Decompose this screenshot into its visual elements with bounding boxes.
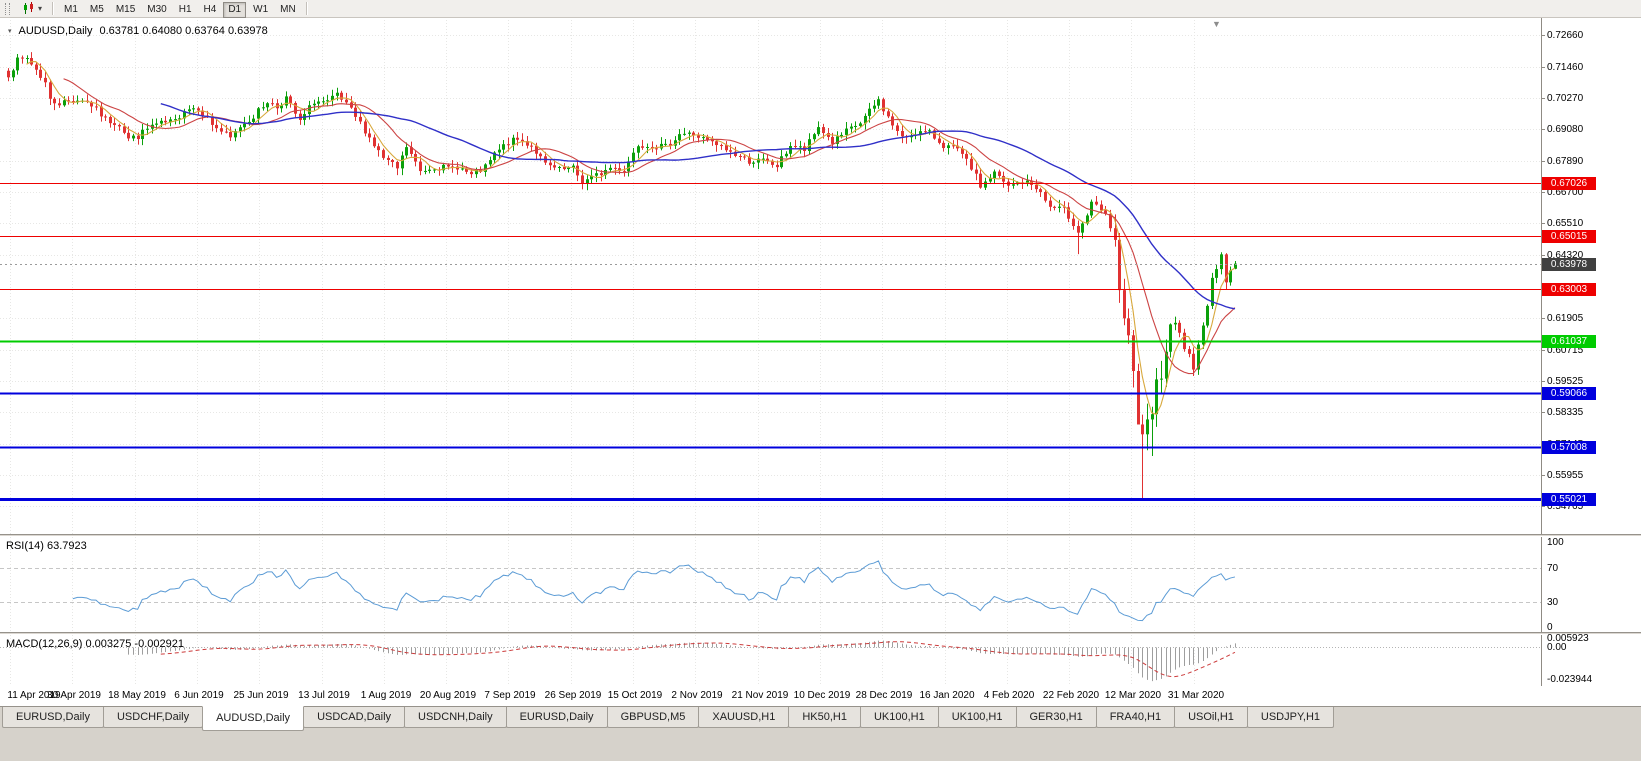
- chart-tab-uk100-h1[interactable]: UK100,H1: [937, 707, 1017, 728]
- level-tag-0.65015[interactable]: 0.65015: [1542, 230, 1596, 243]
- chart-tab-usdcad-daily[interactable]: USDCAD,Daily: [303, 707, 406, 728]
- time-axis-label: 13 Jul 2019: [298, 690, 350, 701]
- rsi-axis-label: 0: [1547, 622, 1553, 633]
- chart-tab-usdchf-daily[interactable]: USDCHF,Daily: [102, 707, 204, 728]
- time-axis-label: 16 Jan 2020: [919, 690, 975, 701]
- chart-tab-eurusd-daily[interactable]: EURUSD,Daily: [505, 707, 608, 728]
- level-tag-0.63003[interactable]: 0.63003: [1542, 283, 1596, 296]
- price-axis-label: 0.71460: [1547, 62, 1584, 73]
- timeframe-button-m15[interactable]: M15: [111, 2, 140, 18]
- timeframe-buttons: M1 M5 M15 M30 H1 H4 D1 W1 MN: [58, 0, 302, 18]
- time-axis-label: 31 Mar 2020: [1167, 690, 1225, 701]
- time-axis-label: 22 Feb 2020: [1042, 690, 1100, 701]
- timeframe-button-w1[interactable]: W1: [248, 2, 273, 18]
- time-axis-label: 28 Dec 2019: [855, 690, 913, 701]
- time-axis-label: 2 Nov 2019: [671, 690, 723, 701]
- collapse-arrow-icon[interactable]: ▾: [8, 28, 12, 35]
- chart-shift-marker[interactable]: ▼: [1212, 19, 1221, 29]
- chart-type-button[interactable]: ▾: [17, 1, 47, 17]
- price-axis-label: 0.54765: [1547, 501, 1584, 512]
- chart-tab-hk50-h1[interactable]: HK50,H1: [788, 707, 861, 728]
- time-axis-label: 26 Sep 2019: [544, 690, 602, 701]
- rsi-axis-label: 100: [1547, 537, 1564, 548]
- timeframe-button-m30[interactable]: M30: [142, 2, 171, 18]
- chart-ohlc-values: 0.63781 0.64080 0.63764 0.63978: [99, 25, 268, 37]
- price-axis-label: 0.69080: [1547, 124, 1584, 135]
- price-chart-canvas[interactable]: [0, 18, 1641, 706]
- chart-tab-bar: EURUSD,Daily USDCHF,Daily AUDUSD,Daily USDC…: [0, 706, 1641, 732]
- chart-tab-eurusd-daily[interactable]: EURUSD,Daily: [2, 707, 104, 728]
- chart-tab-usoil-h1[interactable]: USOil,H1: [1174, 707, 1248, 728]
- price-axis-label: 0.65510: [1547, 218, 1584, 229]
- chart-tab-usdcnh-daily[interactable]: USDCNH,Daily: [404, 707, 507, 728]
- chart-tab-fra40-h1[interactable]: FRA40,H1: [1095, 707, 1176, 728]
- time-axis-label: 18 May 2019: [108, 690, 166, 701]
- timeframe-button-d1[interactable]: D1: [223, 1, 247, 18]
- chart-tab-usdjpy-h1[interactable]: USDJPY,H1: [1246, 707, 1335, 728]
- time-axis-label: 11 Apr 2019: [7, 690, 61, 701]
- panel-divider-macd[interactable]: [0, 632, 1641, 635]
- timeframe-button-mn[interactable]: MN: [275, 2, 301, 18]
- time-axis-label: 10 Dec 2019: [793, 690, 851, 701]
- timeframe-toolbar: ▾ M1 M5 M15 M30 H1 H4 D1 W1 MN: [0, 0, 1641, 18]
- chevron-down-icon: ▾: [38, 4, 43, 13]
- price-axis-label: 0.70270: [1547, 93, 1584, 104]
- rsi-axis-label: 70: [1547, 563, 1559, 574]
- price-axis-label: 0.60715: [1547, 345, 1584, 356]
- price-axis-label: 0.58335: [1547, 407, 1584, 418]
- macd-axis-label: 0.005923: [1547, 633, 1589, 644]
- window-bottom-strip: [0, 732, 1641, 761]
- rsi-axis-label: 30: [1547, 597, 1559, 608]
- timeframe-button-m5[interactable]: M5: [85, 2, 109, 18]
- macd-axis-label: -0.023944: [1547, 674, 1593, 685]
- price-axis-label: 0.72660: [1547, 30, 1584, 41]
- chart-tab-uk100-h1[interactable]: UK100,H1: [859, 707, 939, 728]
- chart-tab-audusd-daily[interactable]: AUDUSD,Daily: [202, 706, 305, 731]
- price-axis-label: 0.59525: [1547, 376, 1584, 387]
- chart-symbol-label: AUDUSD,Daily: [18, 25, 93, 37]
- timeframe-button-m1[interactable]: M1: [59, 2, 83, 18]
- macd-indicator-label: MACD(12,26,9) 0.003275 -0.002921: [6, 638, 184, 650]
- toolbar-separator: [305, 2, 308, 15]
- level-tag-0.59066[interactable]: 0.59066: [1542, 387, 1596, 400]
- time-axis-label: 25 Jun 2019: [233, 690, 289, 701]
- toolbar-grip-icon[interactable]: [5, 2, 10, 15]
- time-axis-label: 6 Jun 2019: [174, 690, 224, 701]
- time-axis-label: 7 Sep 2019: [484, 690, 536, 701]
- panel-divider-rsi[interactable]: [0, 534, 1641, 537]
- candlestick-chart-icon: [22, 2, 36, 15]
- level-tag-0.67026[interactable]: 0.67026: [1542, 177, 1596, 190]
- chart-tabs: EURUSD,Daily USDCHF,Daily AUDUSD,Daily USDC…: [2, 706, 1335, 731]
- time-axis-label: 12 Mar 2020: [1104, 690, 1162, 701]
- time-axis-label: 4 Feb 2020: [983, 690, 1035, 701]
- time-axis[interactable]: 11 Apr 2019 30 Apr 2019 18 May 2019 6 Jun 2…: [0, 686, 1641, 706]
- chart-title: ▾ AUDUSD,Daily 0.63781 0.64080 0.63764 0…: [8, 25, 268, 37]
- current-price-tag: 0.63978: [1542, 258, 1596, 271]
- macd-axis-label: 0.00: [1547, 642, 1567, 653]
- price-axis[interactable]: 0.72660 0.71460 0.70270 0.69080 0.67890 0.667…: [1541, 18, 1641, 686]
- level-tag-0.61037[interactable]: 0.61037: [1542, 335, 1596, 348]
- chart-window: ▾ AUDUSD,Daily 0.63781 0.64080 0.63764 0…: [0, 18, 1641, 706]
- price-axis-label: 0.67890: [1547, 156, 1584, 167]
- price-axis-label: 0.55955: [1547, 470, 1584, 481]
- time-axis-label: 30 Apr 2019: [47, 690, 101, 701]
- time-axis-label: 15 Oct 2019: [607, 690, 663, 701]
- price-axis-label: 0.61905: [1547, 313, 1584, 324]
- toolbar-separator: [52, 2, 55, 15]
- rsi-indicator-label: RSI(14) 63.7923: [6, 540, 87, 552]
- chart-tab-ger30-h1[interactable]: GER30,H1: [1015, 707, 1097, 728]
- timeframe-button-h1[interactable]: H1: [174, 2, 197, 18]
- price-axis-label: 0.64320: [1547, 250, 1584, 261]
- chart-tab-gbpusd-m5[interactable]: GBPUSD,M5: [606, 707, 700, 728]
- time-axis-label: 1 Aug 2019: [360, 690, 412, 701]
- price-axis-label: 0.66700: [1547, 187, 1584, 198]
- level-tag-0.55021[interactable]: 0.55021: [1542, 493, 1596, 506]
- level-tag-0.57008[interactable]: 0.57008: [1542, 441, 1596, 454]
- time-axis-label: 20 Aug 2019: [419, 690, 477, 701]
- timeframe-button-h4[interactable]: H4: [199, 2, 222, 18]
- time-axis-label: 21 Nov 2019: [731, 690, 789, 701]
- chart-tab-xauusd-h1[interactable]: XAUUSD,H1: [698, 707, 790, 728]
